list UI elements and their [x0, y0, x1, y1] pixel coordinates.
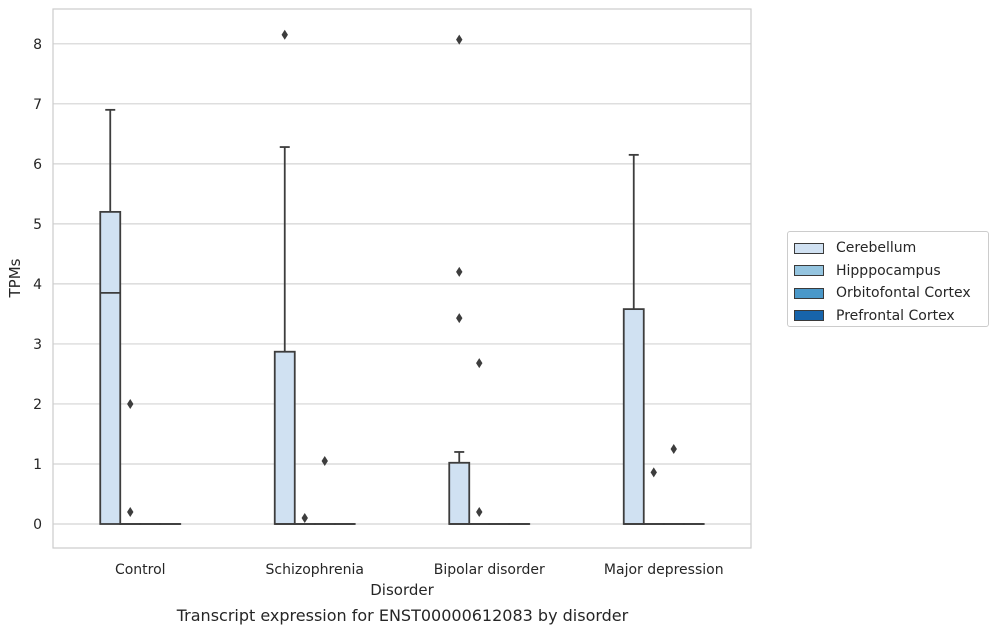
x-tick-label: Control	[115, 562, 166, 578]
outlier-point	[456, 313, 463, 324]
outlier-point	[456, 266, 463, 277]
y-tick-labels: 0 1 2 3 4 5 6 7 8	[33, 37, 42, 533]
y-axis-label: TPMs	[6, 258, 24, 298]
box	[273, 350, 296, 525]
legend-swatch	[794, 242, 824, 254]
chart-title: Transcript expression for ENST0000061208…	[176, 606, 629, 625]
legend-item-prefrontal-cortex: Prefrontal Cortex	[794, 305, 982, 328]
legend-item-hippocampus: Hipppocampus	[794, 260, 982, 283]
boxes	[99, 29, 705, 525]
legend-item-orbitofrontal-cortex: Orbitofontal Cortex	[794, 282, 982, 305]
legend: Cerebellum Hipppocampus Orbitofontal Cor…	[787, 231, 989, 327]
legend-label: Hipppocampus	[836, 262, 941, 279]
outlier-point	[127, 506, 134, 517]
y-tick-label: 8	[33, 37, 42, 53]
outlier-point	[650, 467, 657, 478]
legend-item-cerebellum: Cerebellum	[794, 237, 982, 260]
y-tick-label: 7	[33, 97, 42, 113]
x-tick-label: Major depression	[604, 562, 724, 578]
y-tick-label: 6	[33, 157, 42, 173]
outlier-point	[670, 443, 677, 454]
y-tick-label: 2	[33, 397, 42, 413]
y-tick-label: 1	[33, 457, 42, 473]
x-tick-label: Bipolar disorder	[434, 562, 545, 578]
legend-label: Prefrontal Cortex	[836, 307, 955, 324]
box	[448, 461, 471, 525]
legend-swatch	[794, 310, 824, 322]
outlier-point	[476, 506, 483, 517]
gridlines	[53, 43, 751, 525]
y-tick-label: 5	[33, 217, 42, 233]
plot-area-frame	[52, 8, 752, 549]
legend-swatch	[794, 265, 824, 277]
box	[622, 308, 645, 525]
y-tick-label: 4	[33, 277, 42, 293]
outlier-point	[456, 34, 463, 45]
outlier-point	[476, 358, 483, 369]
y-tick-label: 0	[33, 517, 42, 533]
x-tick-labels: Control Schizophrenia Bipolar disorder Majo…	[115, 562, 724, 578]
box	[99, 210, 122, 525]
legend-swatch	[794, 287, 824, 299]
outlier-point	[321, 455, 328, 466]
y-tick-label: 3	[33, 337, 42, 353]
legend-label: Orbitofontal Cortex	[836, 285, 971, 302]
outlier-point	[281, 29, 288, 40]
outlier-point	[127, 398, 134, 409]
x-axis-label: Disorder	[370, 581, 434, 599]
x-tick-label: Schizophrenia	[266, 562, 364, 578]
outlier-point	[301, 512, 308, 523]
legend-label: Cerebellum	[836, 240, 917, 257]
